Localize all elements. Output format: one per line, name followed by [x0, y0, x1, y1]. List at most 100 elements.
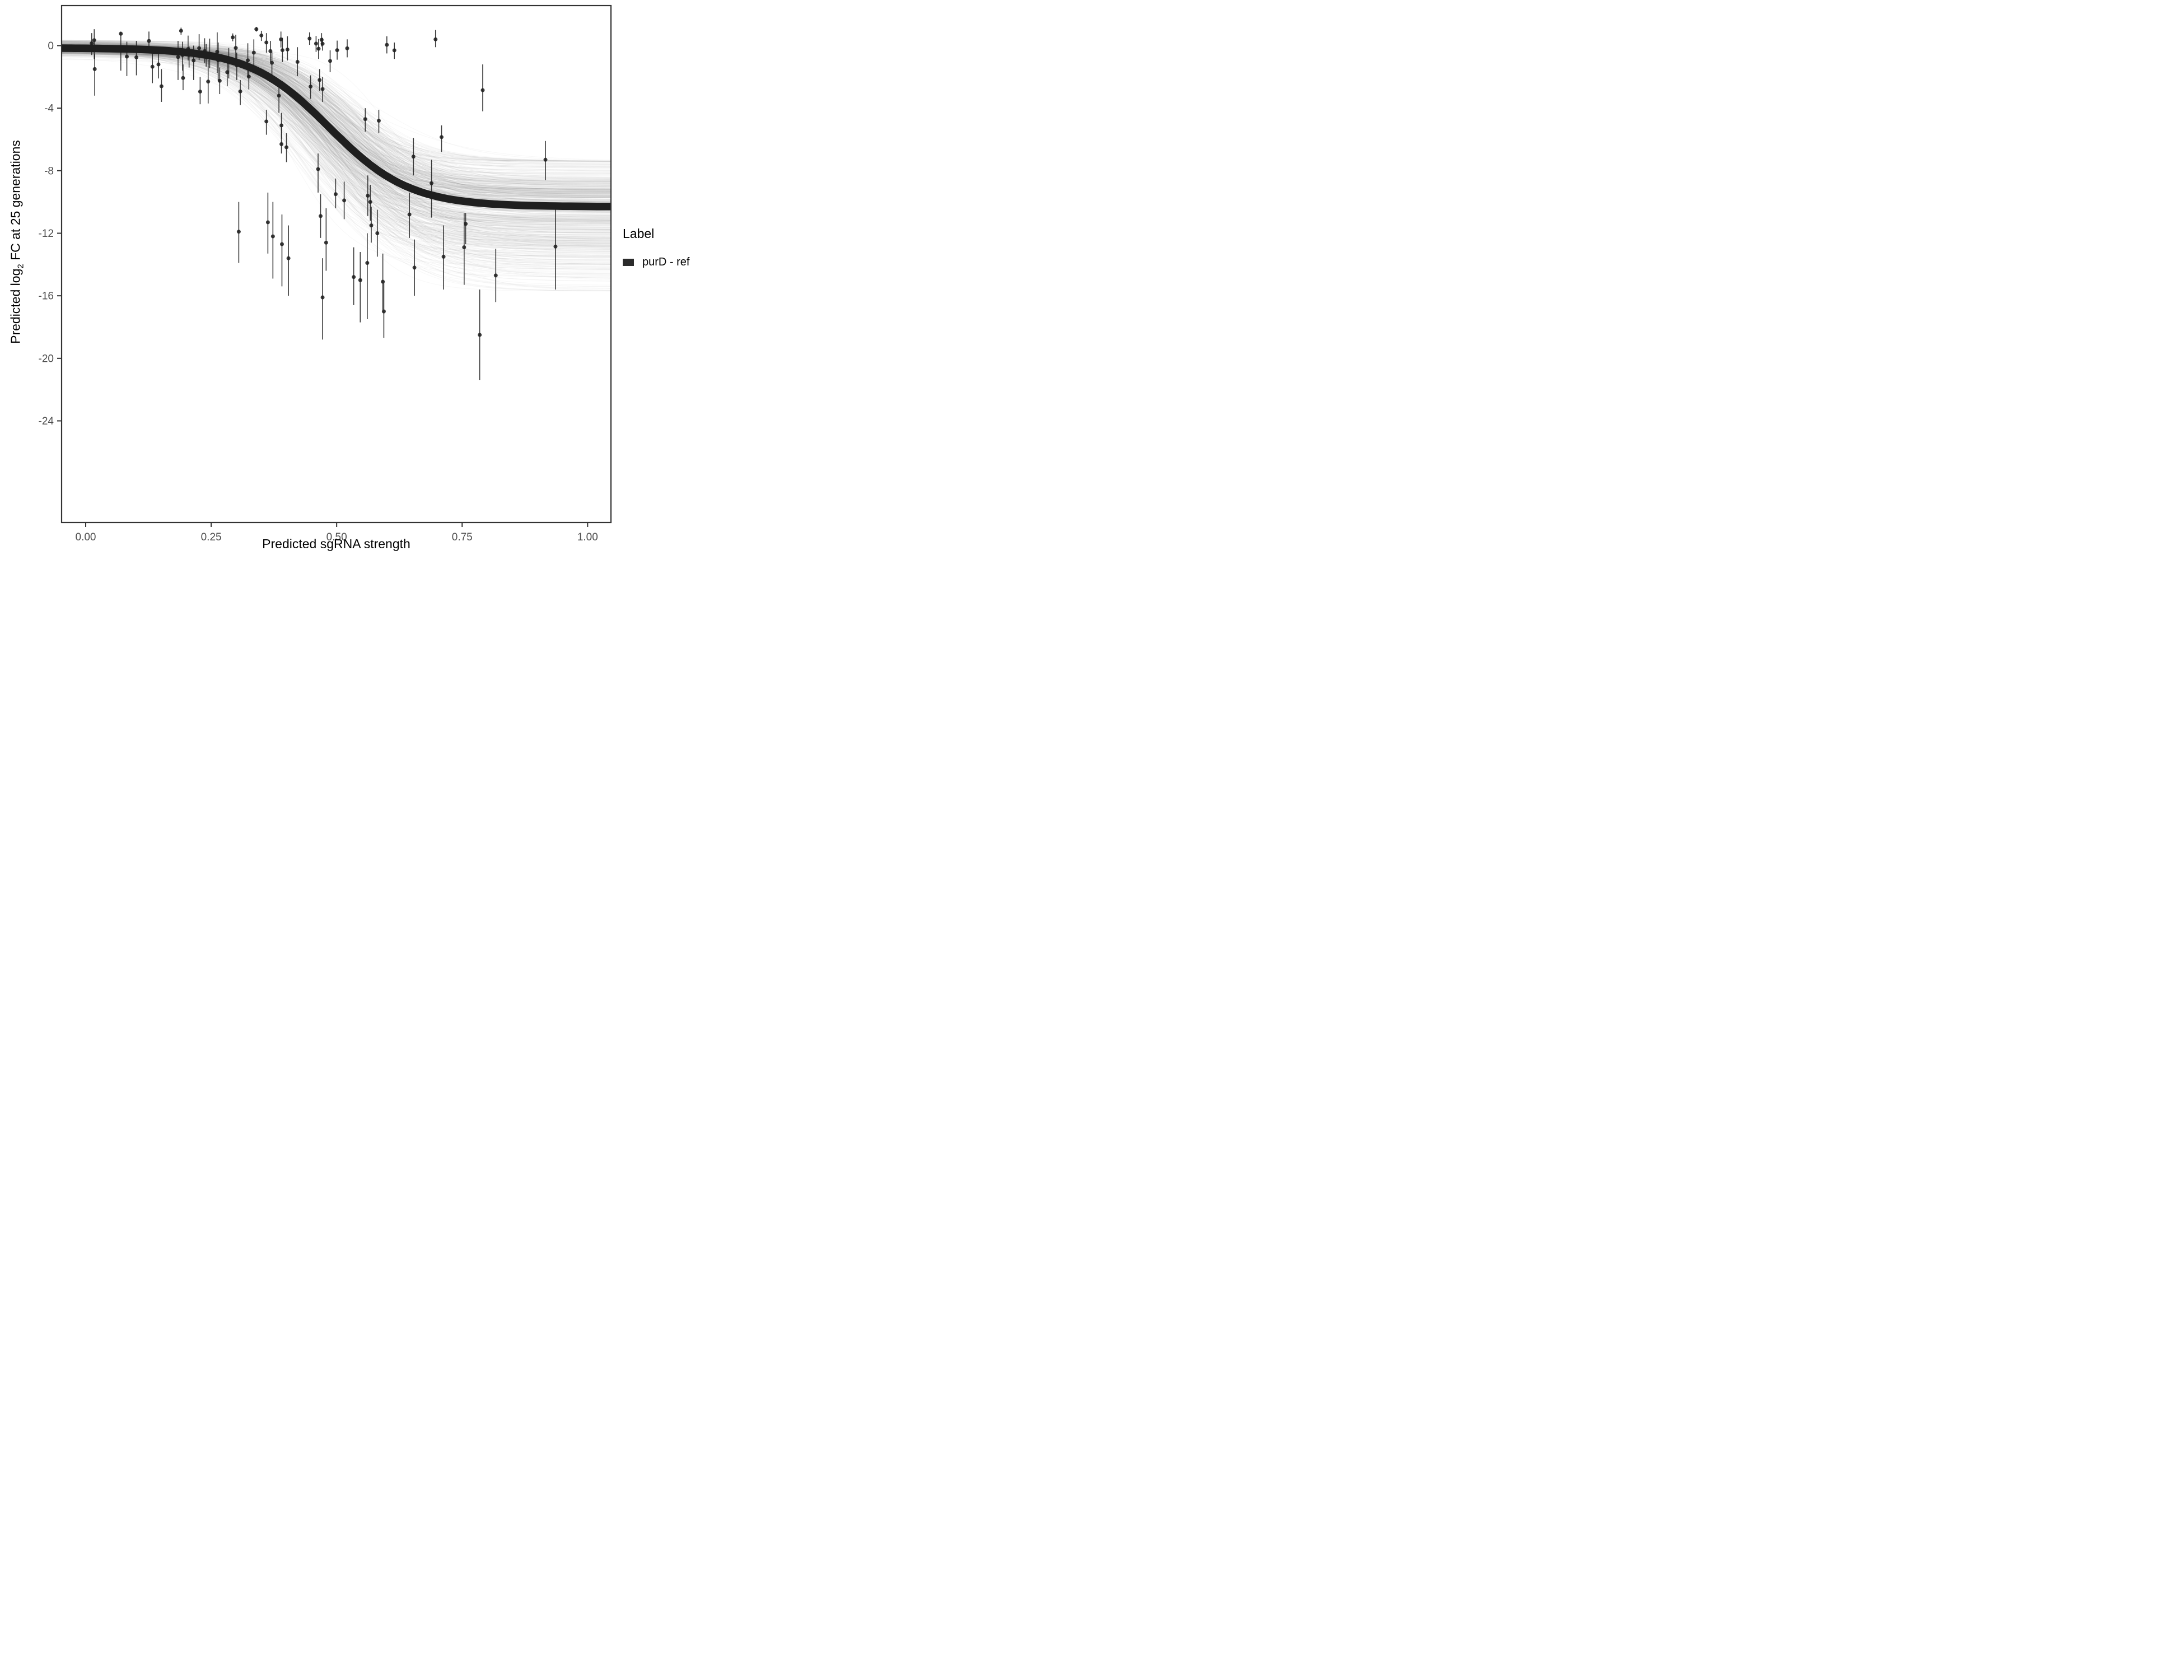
data-point	[324, 240, 328, 245]
data-point	[217, 78, 222, 83]
x-axis-ticks: 0.00 0.25 0.50 0.75 1.00	[76, 522, 598, 543]
data-point	[279, 242, 284, 246]
x-tick-label: 0.50	[326, 531, 347, 543]
data-point	[392, 48, 396, 53]
data-point	[251, 50, 256, 55]
x-tick-label: 0.25	[201, 531, 222, 543]
data-point	[92, 38, 96, 43]
data-point	[493, 273, 498, 278]
data-point	[368, 200, 372, 204]
legend-item-purd-ref: purD - ref	[623, 256, 689, 269]
data-point	[156, 62, 161, 67]
data-point	[285, 47, 290, 52]
data-point	[206, 80, 211, 84]
data-point	[342, 198, 347, 203]
y-tick-label: 0	[48, 40, 54, 52]
data-point	[265, 220, 270, 225]
x-tick-label: 0.00	[76, 531, 96, 543]
data-point	[159, 84, 164, 88]
data-point	[553, 244, 558, 249]
data-point	[309, 85, 313, 89]
data-point	[320, 87, 325, 91]
data-point	[225, 70, 230, 74]
x-tick-label: 1.00	[577, 531, 598, 543]
data-point	[236, 230, 241, 234]
data-point	[277, 94, 281, 98]
data-point	[92, 67, 97, 71]
y-axis-title-suffix: FC at 25 generations	[8, 140, 23, 264]
data-point	[318, 78, 322, 82]
data-point	[365, 261, 370, 265]
data-point	[279, 123, 284, 128]
data-point	[270, 234, 275, 239]
data-point	[352, 275, 356, 279]
data-point	[480, 88, 485, 92]
data-point	[264, 40, 269, 45]
data-point	[441, 254, 446, 259]
data-point	[320, 295, 325, 300]
y-axis-title-subscript: 2	[16, 264, 26, 269]
data-point	[430, 181, 434, 185]
posterior-draws	[62, 39, 611, 292]
data-point	[125, 54, 129, 59]
data-point	[462, 245, 466, 250]
data-point	[264, 119, 269, 124]
legend-title: Label	[623, 226, 655, 241]
data-point	[286, 256, 291, 260]
data-point	[176, 55, 180, 59]
data-point	[246, 74, 251, 79]
data-point	[90, 41, 94, 45]
data-point	[412, 265, 417, 270]
data-point	[234, 46, 238, 50]
y-tick-label: -24	[39, 416, 54, 427]
data-point	[279, 37, 283, 41]
data-point	[363, 117, 367, 122]
data-point	[246, 58, 250, 63]
fit-curve	[62, 44, 611, 211]
data-point	[284, 145, 289, 150]
data-point	[464, 222, 468, 226]
data-point	[433, 37, 438, 41]
y-tick-label: -20	[39, 353, 54, 365]
fit-curve-line	[62, 44, 611, 211]
data-point	[345, 46, 349, 50]
data-point	[270, 60, 274, 65]
data-point	[366, 193, 370, 198]
crispri-fitness-figure: 0.00 0.25 0.50 0.75 1.00 0 -4 -8 -12 -16 -20 -24 Pr…	[0, 0, 728, 560]
data-point	[381, 309, 386, 314]
data-point	[307, 36, 312, 41]
data-point	[316, 46, 321, 51]
data-point	[314, 41, 318, 46]
data-point	[179, 29, 183, 33]
data-point	[279, 142, 284, 146]
data-point	[335, 48, 339, 53]
data-point	[295, 60, 300, 64]
data-point	[376, 118, 381, 123]
y-tick-label: -16	[39, 291, 54, 302]
data-point	[385, 43, 389, 47]
data-point	[150, 64, 155, 69]
data-point	[320, 41, 325, 46]
data-point	[134, 55, 139, 59]
y-axis-ticks: 0 -4 -8 -12 -16 -20 -24	[39, 40, 62, 427]
data-point	[411, 155, 416, 159]
data-point	[238, 89, 242, 94]
data-point	[198, 90, 202, 94]
legend-key-swatch	[623, 259, 634, 266]
data-point	[280, 48, 284, 53]
data-point	[478, 333, 482, 337]
data-point	[192, 58, 196, 63]
y-tick-label: -8	[44, 165, 54, 177]
legend-item-label: purD - ref	[642, 256, 690, 268]
data-point	[215, 49, 220, 54]
plot-canvas: 0.00 0.25 0.50 0.75 1.00 0 -4 -8 -12 -16 -20 -24	[39, 4, 612, 543]
data-point	[316, 167, 320, 171]
data-point	[231, 35, 235, 40]
data-point	[328, 59, 333, 63]
y-axis-title-prefix: Predicted log	[8, 268, 23, 344]
data-point	[333, 192, 338, 197]
data-point	[358, 278, 362, 282]
data-point	[439, 135, 444, 139]
data-point	[268, 49, 273, 53]
y-tick-label: -12	[39, 228, 54, 240]
